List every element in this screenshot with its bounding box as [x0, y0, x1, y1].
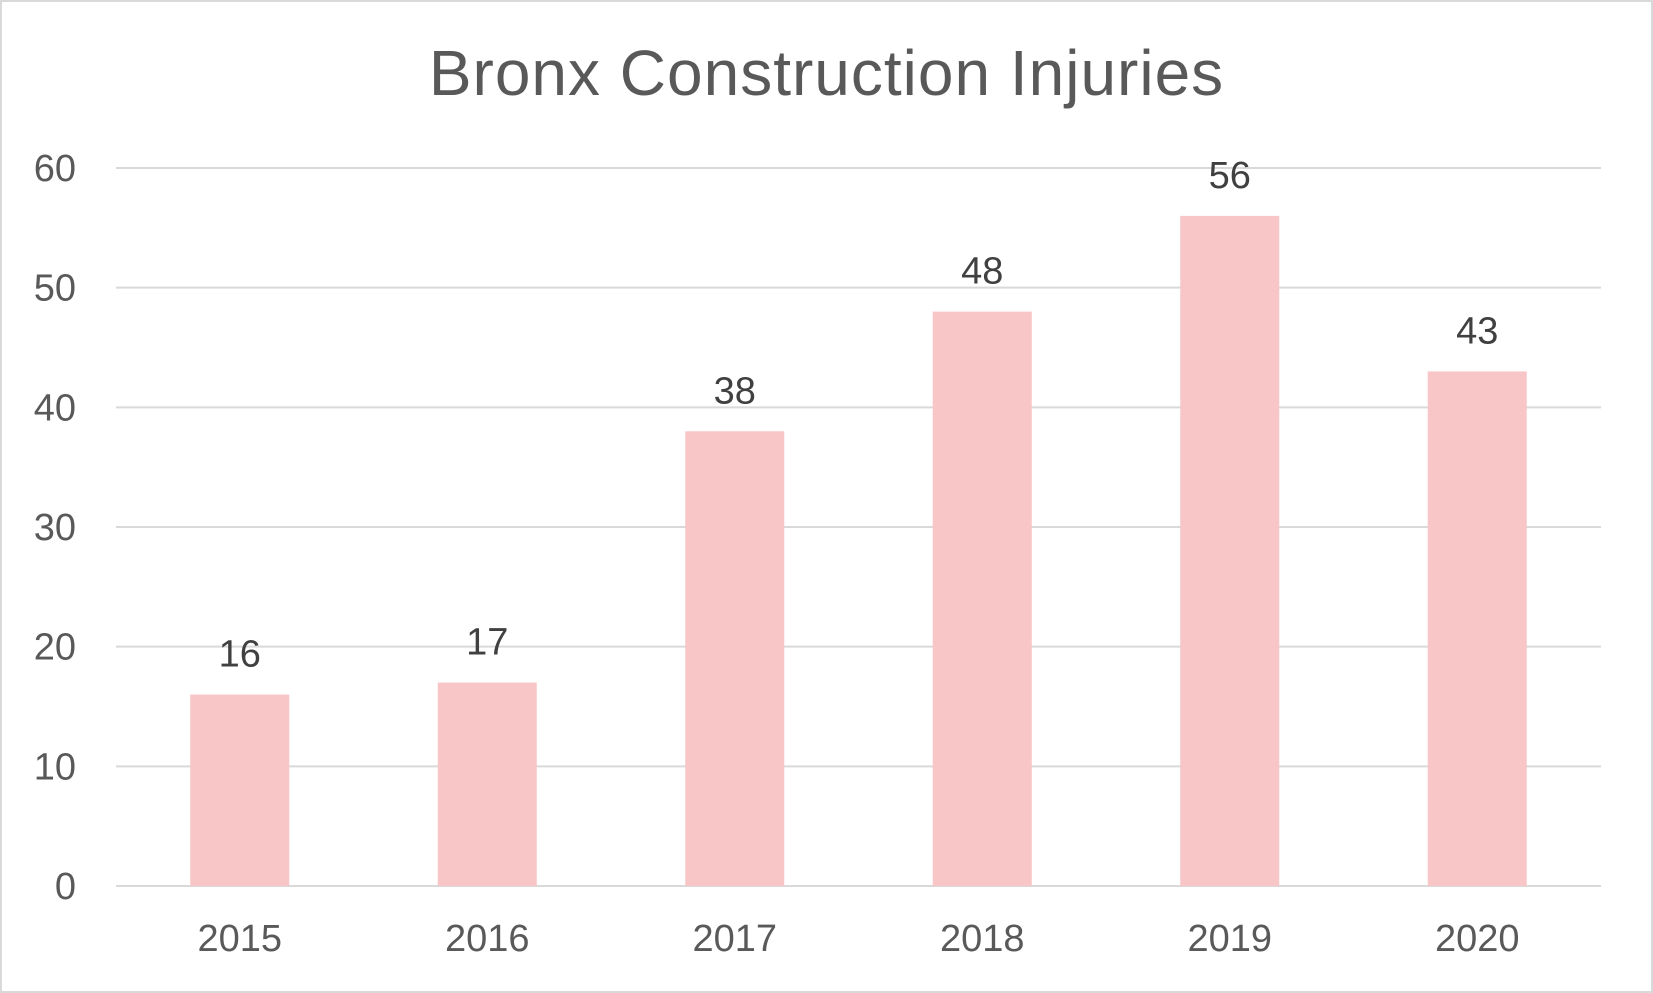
x-tick-label: 2019	[1187, 918, 1272, 960]
chart-title: Bronx Construction Injuries	[428, 37, 1225, 109]
data-label: 43	[1456, 310, 1498, 352]
bar	[1427, 371, 1527, 886]
data-label: 16	[219, 634, 261, 676]
y-tick-label: 20	[34, 627, 76, 669]
gridlines	[116, 167, 1601, 887]
x-tick-label: 2018	[940, 918, 1025, 960]
bar	[932, 311, 1032, 887]
y-tick-label: 50	[34, 268, 76, 310]
bar	[190, 694, 290, 886]
bar	[685, 431, 785, 886]
labels: 0 10 20 30 40 50 60 16 2015 17 2016 38 2017 48 2018 56 2…	[34, 148, 1520, 960]
y-tick-label: 0	[55, 866, 76, 908]
x-tick-label: 2020	[1435, 918, 1520, 960]
x-tick-label: 2017	[692, 918, 777, 960]
data-label: 56	[1209, 155, 1251, 197]
x-tick-label: 2016	[445, 918, 530, 960]
x-tick-label: 2015	[197, 918, 282, 960]
bar	[437, 682, 537, 886]
bars	[190, 215, 1527, 887]
data-label: 48	[961, 251, 1003, 293]
y-tick-label: 10	[34, 746, 76, 788]
data-label: 38	[714, 370, 756, 412]
y-tick-label: 60	[34, 148, 76, 190]
bar	[1180, 215, 1280, 886]
y-tick-label: 30	[34, 507, 76, 549]
data-label: 17	[466, 622, 508, 664]
y-tick-label: 40	[34, 387, 76, 429]
